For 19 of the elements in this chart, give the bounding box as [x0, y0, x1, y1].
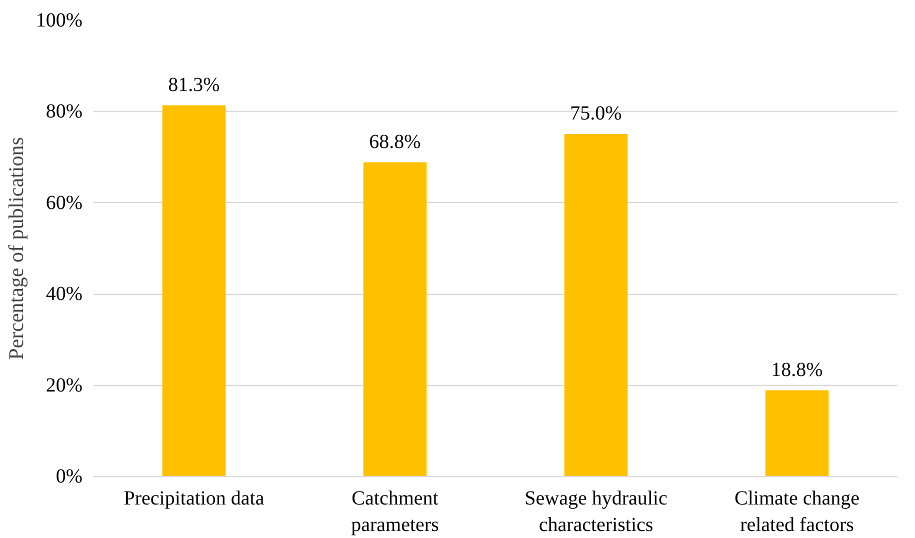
y-axis-title: Percentage of publications	[4, 137, 28, 360]
y-tick-label: 100%	[36, 10, 83, 32]
x-tick-label: Precipitation data	[124, 488, 264, 510]
data-label: 68.8%	[369, 130, 421, 153]
data-label: 75.0%	[570, 102, 622, 124]
x-tick-label: Climate change related factors	[734, 488, 860, 536]
y-tick-label: 0%	[56, 466, 83, 488]
y-tick-label: 40%	[46, 283, 83, 306]
x-tick-label: Sewage hydraulic characteristics	[524, 488, 668, 536]
bar	[162, 105, 226, 476]
y-tick-label: 80%	[46, 100, 83, 123]
bar	[564, 134, 628, 476]
bar	[765, 390, 829, 476]
y-tick-label: 60%	[46, 192, 83, 214]
data-label: 18.8%	[771, 358, 823, 381]
data-label: 81.3%	[168, 74, 220, 96]
x-tick-label: Catchment parameters	[351, 488, 440, 536]
y-tick-label: 20%	[46, 374, 83, 396]
bar	[363, 162, 427, 476]
